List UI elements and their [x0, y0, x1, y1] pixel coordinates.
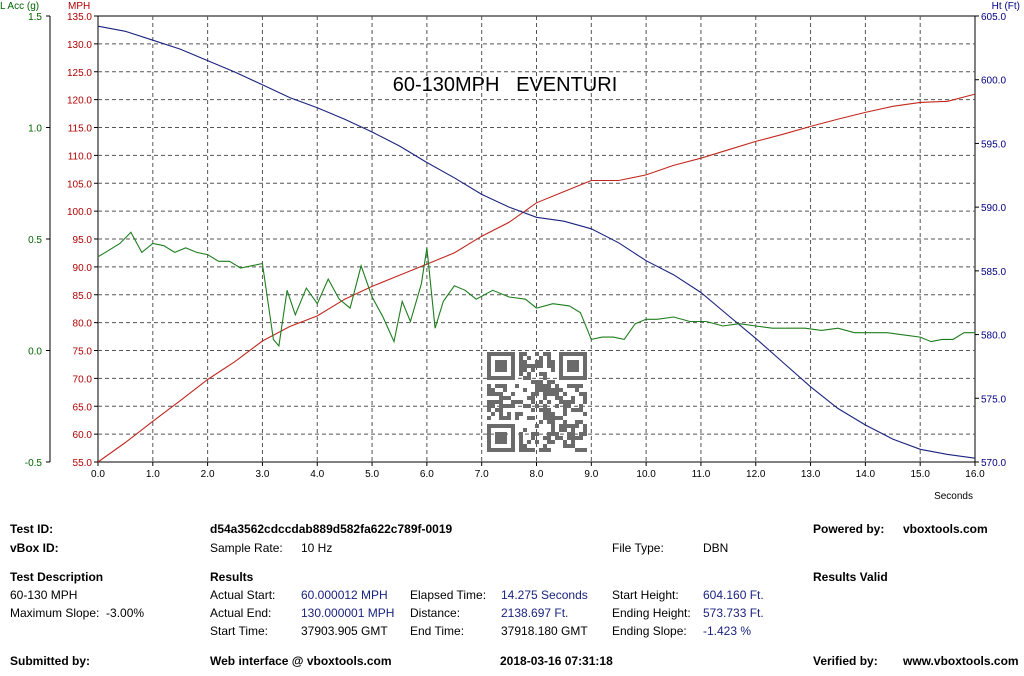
powered-by-label: Powered by: [813, 522, 885, 536]
x-tick-label: 10.0 [636, 469, 656, 480]
end-time-value: 37918.180 GMT [501, 624, 588, 638]
test-description-label: Test Description [10, 570, 104, 584]
web-interface-link[interactable]: Web interface @ vboxtools.com [210, 654, 392, 668]
mph-tick-label: 70.0 [73, 374, 93, 385]
distance-value: 2138.697 Ft. [501, 606, 569, 620]
ht-tick-label: 570.0 [981, 458, 1006, 469]
mph-tick-label: 120.0 [67, 96, 92, 107]
test-id-value: d54a3562cdccdab889d582fa622c789f-0019 [210, 522, 453, 536]
mph-tick-label: 95.0 [73, 235, 93, 246]
actual-start-value: 60.000012 MPH [301, 588, 388, 602]
x-tick-label: 7.0 [475, 469, 489, 480]
x-tick-label: 0.0 [91, 469, 105, 480]
series-line-mph [97, 93, 976, 463]
mph-tick-label: 110.0 [68, 151, 93, 162]
actual-end-value: 130.000001 MPH [301, 606, 395, 620]
ending-height-label: Ending Height: [612, 606, 691, 620]
x-tick-label: 9.0 [584, 469, 598, 480]
test-description-line1: 60-130 MPH [10, 588, 78, 602]
qr-code [487, 352, 587, 452]
mph-tick-label: 85.0 [73, 291, 93, 302]
report-timestamp: 2018-03-16 07:31:18 [500, 654, 613, 668]
series-line-lacc [97, 231, 975, 348]
x-tick-label: 12.0 [746, 469, 766, 480]
mph-tick-label: 55.0 [73, 458, 93, 469]
mph-tick-label: 75.0 [73, 347, 93, 358]
start-height-value: 604.160 Ft. [703, 588, 764, 602]
end-time-label: End Time: [410, 624, 465, 638]
sample-rate-value: 10 Hz [301, 541, 333, 555]
test-description-line2: Maximum Slope: -3.00% [10, 606, 145, 620]
x-tick-label: 8.0 [530, 469, 544, 480]
ending-height-value: 573.733 Ft. [703, 606, 764, 620]
lacc-tick-label: 1.0 [28, 124, 42, 135]
grid [98, 16, 975, 462]
start-time-value: 37903.905 GMT [301, 624, 388, 638]
file-type-value: DBN [703, 541, 729, 555]
x-tick-label: 11.0 [692, 469, 711, 480]
ht-tick-label: 580.0 [981, 331, 1006, 342]
chart-title: 60-130MPH EVENTURI [393, 74, 618, 96]
mph-tick-label: 65.0 [73, 402, 93, 413]
ht-axis-label: Ht (Ft) [992, 1, 1020, 12]
lacc-tick-label: 1.5 [28, 12, 42, 23]
elapsed-time-label: Elapsed Time: [410, 588, 487, 602]
mph-tick-label: 115.0 [68, 124, 93, 135]
mph-tick-label: 90.0 [73, 263, 93, 274]
mph-tick-label: 100.0 [67, 207, 92, 218]
actual-start-label: Actual Start: [210, 588, 276, 602]
x-tick-label: 4.0 [310, 469, 324, 480]
mph-tick-label: 80.0 [73, 319, 93, 330]
distance-label: Distance: [410, 606, 461, 620]
submitted-by-label: Submitted by: [10, 654, 90, 668]
series-line-ht [97, 25, 976, 459]
file-type-label: File Type: [612, 541, 664, 555]
ht-tick-label: 600.0 [981, 76, 1006, 87]
series-lines [97, 25, 976, 463]
elapsed-time-value: 14.275 Seconds [501, 588, 588, 602]
x-tick-label: 1.0 [146, 469, 160, 480]
results-label: Results [210, 570, 254, 584]
sample-rate-label: Sample Rate: [210, 541, 283, 555]
lacc-axis-label: L Acc (g) [0, 1, 39, 12]
vbox-id-label: vBox ID: [10, 541, 59, 555]
ht-tick-label: 605.0 [981, 12, 1006, 23]
powered-by-value: vboxtools.com [903, 522, 988, 536]
x-tick-label: 15.0 [910, 469, 930, 480]
x-tick-label: 14.0 [856, 469, 876, 480]
x-tick-label: 13.0 [801, 469, 821, 480]
mph-tick-label: 135.0 [67, 12, 92, 23]
verified-by-value[interactable]: www.vboxtools.com [903, 654, 1019, 668]
x-axis-label: Seconds [934, 491, 973, 502]
lacc-tick-label: 0.0 [28, 347, 42, 358]
x-tick-label: 16.0 [965, 469, 985, 480]
test-id-label: Test ID: [10, 522, 54, 536]
lacc-tick-label: -0.5 [25, 458, 43, 469]
axes: 0.0 1.0 2.0 3.0 4.0 5.0 6.0 7.0 8.0 9.0 10.0 11.0 12… [25, 12, 1007, 480]
ending-slope-label: Ending Slope: [612, 624, 687, 638]
ht-tick-label: 590.0 [981, 203, 1006, 214]
mph-tick-label: 105.0 [67, 179, 92, 190]
actual-end-label: Actual End: [210, 606, 272, 620]
mph-axis-label: MPH [68, 1, 90, 12]
ht-tick-label: 595.0 [981, 139, 1006, 150]
mph-tick-label: 125.0 [67, 68, 92, 79]
ht-tick-label: 575.0 [981, 394, 1006, 405]
ht-tick-label: 585.0 [981, 267, 1006, 278]
mph-tick-label: 130.0 [67, 40, 92, 51]
start-height-label: Start Height: [612, 588, 679, 602]
ending-slope-value: -1.423 % [703, 624, 752, 638]
x-tick-label: 2.0 [201, 469, 215, 480]
results-valid: Results Valid [813, 570, 888, 584]
start-time-label: Start Time: [210, 624, 269, 638]
x-tick-label: 5.0 [365, 469, 379, 480]
x-tick-label: 6.0 [420, 469, 434, 480]
x-tick-label: 3.0 [255, 469, 269, 480]
lacc-tick-label: 0.5 [28, 235, 42, 246]
mph-tick-label: 60.0 [73, 430, 93, 441]
verified-by-label: Verified by: [813, 654, 878, 668]
